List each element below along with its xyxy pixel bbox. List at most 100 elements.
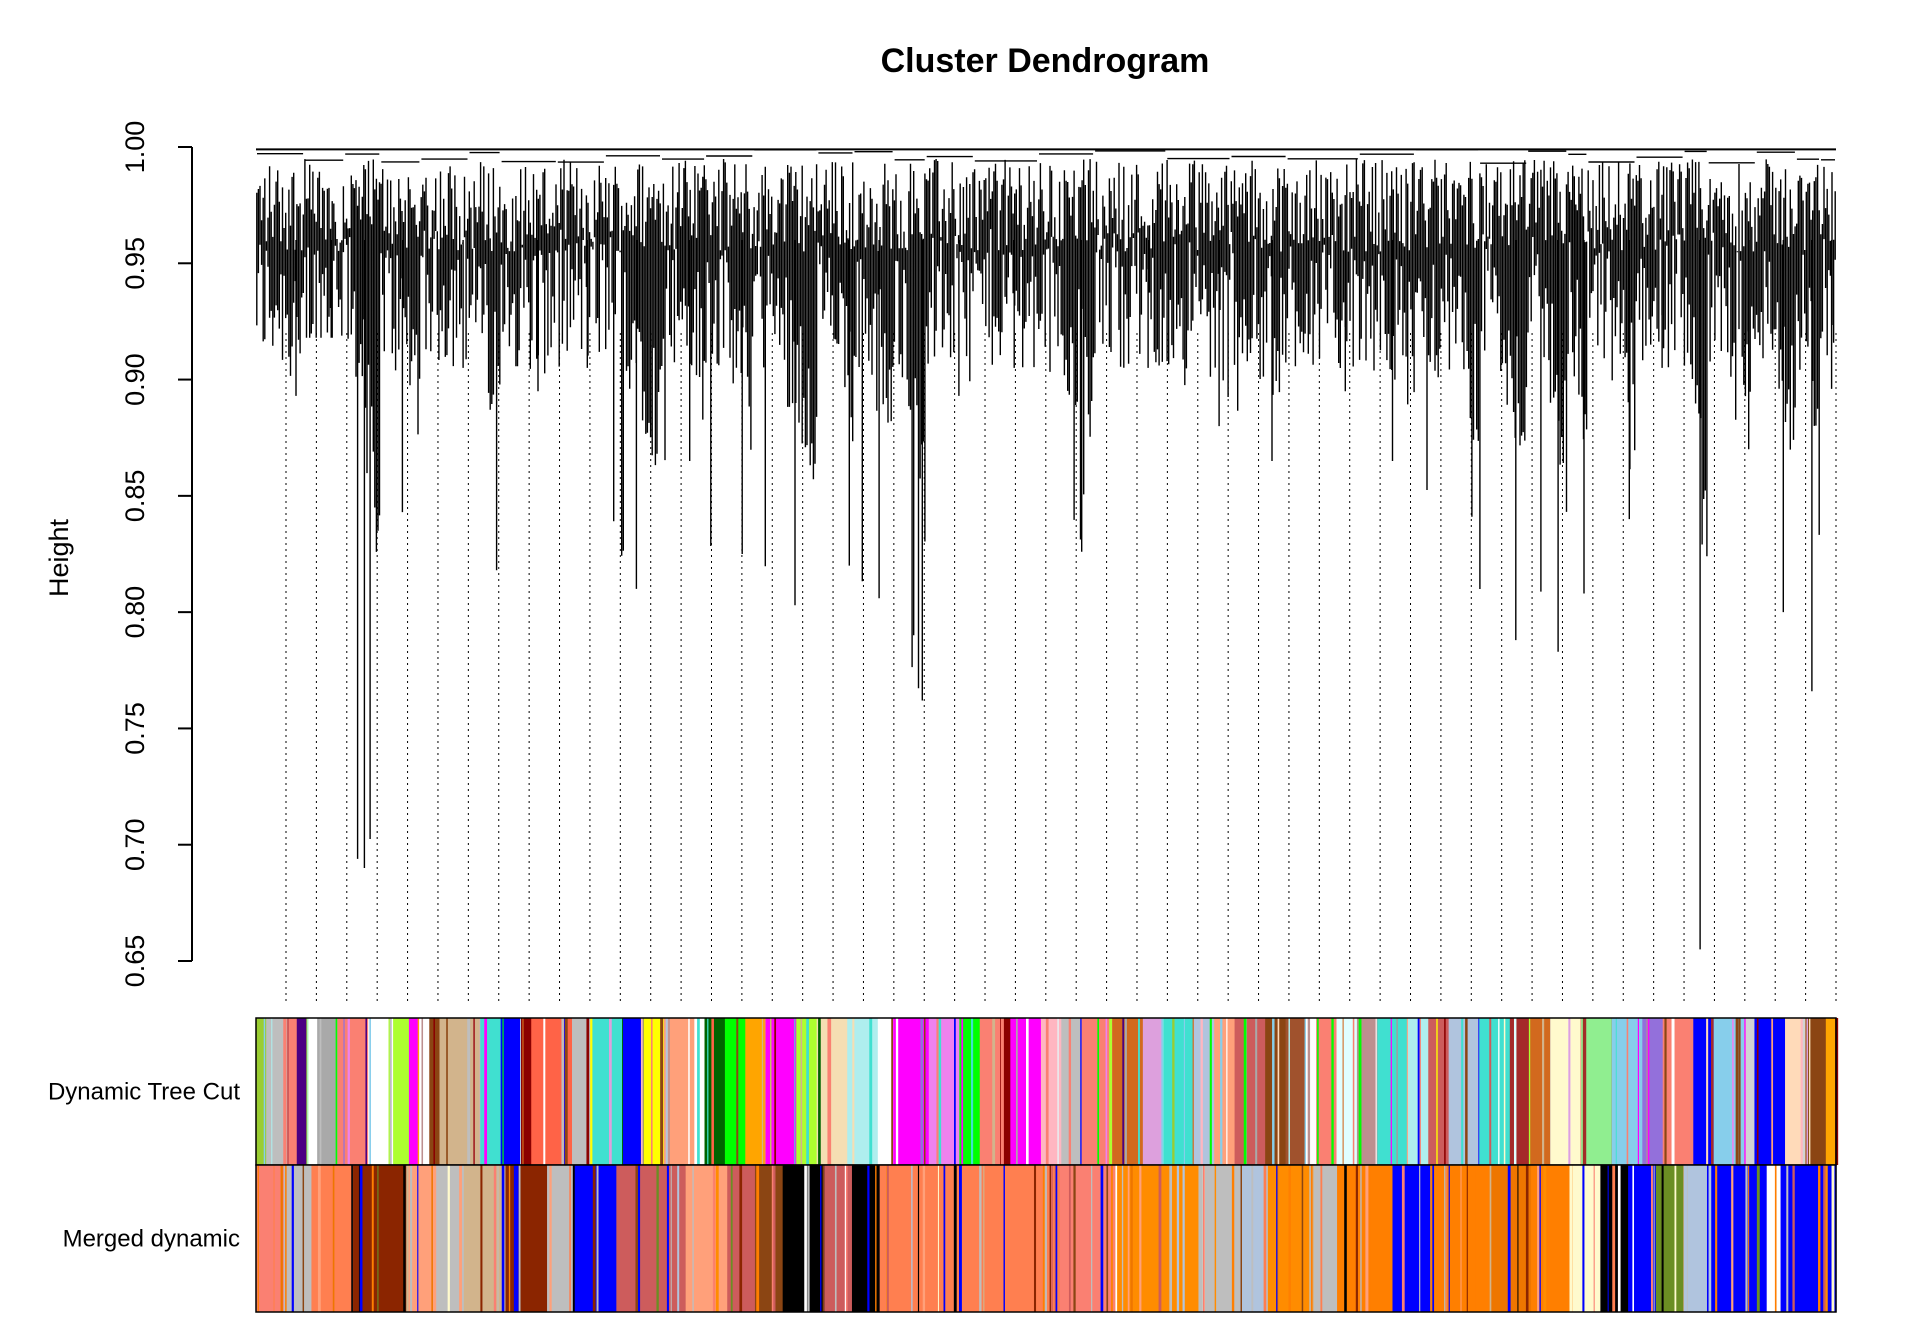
band-stripe <box>1307 1018 1311 1165</box>
band-segment <box>1305 1018 1317 1165</box>
band-segment <box>368 1018 390 1165</box>
band-stripe <box>834 1165 837 1312</box>
band-stripe <box>1033 1165 1037 1312</box>
band-stripe <box>641 1018 643 1165</box>
chart-title: Cluster Dendrogram <box>881 42 1210 80</box>
band-stripe <box>257 1165 259 1312</box>
band-stripe <box>1706 1018 1709 1165</box>
band-stripe <box>1263 1165 1267 1312</box>
band-stripe <box>1800 1018 1804 1165</box>
band-segment <box>1744 1018 1756 1165</box>
band-stripe <box>1792 1165 1795 1312</box>
band-stripe <box>1568 1018 1571 1165</box>
band-stripe <box>1209 1018 1212 1165</box>
band-stripe <box>772 1165 776 1312</box>
y-tick-label: 0.75 <box>120 702 150 755</box>
band-stripe <box>1176 1165 1180 1312</box>
band-segment <box>1356 1018 1378 1165</box>
band-stripe <box>473 1018 475 1165</box>
band-stripe <box>1766 1018 1769 1165</box>
band-stripe <box>998 1018 1000 1165</box>
band-stripe <box>1646 1018 1648 1165</box>
band-stripe <box>307 1018 309 1165</box>
band-stripe <box>707 1018 709 1165</box>
band-stripe <box>1465 1018 1468 1165</box>
y-tick-label: 0.85 <box>120 470 150 523</box>
band-stripe <box>954 1018 956 1165</box>
band-stripe <box>1200 1018 1203 1165</box>
dendrogram-branches <box>256 148 1836 950</box>
band-stripe <box>1525 1165 1529 1312</box>
band-stripe <box>1444 1165 1446 1312</box>
band-segment <box>1572 1165 1601 1312</box>
band-stripe <box>820 1165 822 1312</box>
y-tick-label: 0.65 <box>120 935 150 988</box>
band-segment <box>1581 1018 1613 1165</box>
band-stripe <box>1745 1165 1748 1312</box>
band-segment <box>1509 1018 1531 1165</box>
band-stripe <box>804 1165 807 1312</box>
band-stripe <box>1744 1018 1746 1165</box>
band-segment <box>616 1165 687 1312</box>
band-stripe <box>421 1018 424 1165</box>
band-stripe <box>822 1165 824 1312</box>
band-stripe <box>1444 1018 1446 1165</box>
band-stripe <box>1073 1165 1076 1312</box>
band-stripe <box>1808 1018 1811 1165</box>
band-stripe <box>343 1018 345 1165</box>
band-segment <box>1530 1018 1552 1165</box>
y-tick-label: 0.70 <box>120 818 150 871</box>
y-tick-label: 1.00 <box>120 121 150 174</box>
band-stripe <box>1169 1165 1173 1312</box>
band-stripe <box>1503 1018 1506 1165</box>
band-stripe <box>1192 1018 1195 1165</box>
band-segment <box>256 1165 285 1312</box>
band-stripe <box>417 1018 420 1165</box>
band-stripe <box>1202 1165 1205 1312</box>
band-stripe <box>1774 1165 1777 1312</box>
band-stripe <box>863 1165 866 1312</box>
band-label: Dynamic Tree Cut <box>48 1079 240 1106</box>
band-stripe <box>459 1165 462 1312</box>
band-stripe <box>958 1165 962 1312</box>
dendrogram-tree <box>256 148 1836 950</box>
band-stripe <box>1711 1018 1714 1165</box>
band-stripe <box>1806 1018 1808 1165</box>
band-stripe <box>1000 1018 1004 1165</box>
band-segment <box>1285 1018 1307 1165</box>
band-stripe <box>1276 1165 1279 1312</box>
band-stripe <box>561 1018 564 1165</box>
band-stripe <box>502 1018 504 1165</box>
band-stripe <box>1288 1018 1290 1165</box>
band-stripe <box>1825 1165 1828 1312</box>
band-stripe <box>1831 1165 1835 1312</box>
band-stripe <box>1288 1165 1291 1312</box>
band-stripe <box>1272 1018 1275 1165</box>
band-stripe <box>1130 1165 1133 1312</box>
band-stripe <box>515 1165 519 1312</box>
band-stripe <box>377 1165 379 1312</box>
y-tick-label: 0.80 <box>120 586 150 639</box>
band-segment <box>286 1018 298 1165</box>
band-segment <box>816 1018 848 1165</box>
band-segment <box>847 1018 879 1165</box>
band-segment <box>879 1165 1061 1312</box>
band-stripe <box>1671 1018 1675 1165</box>
band-stripe <box>979 1165 982 1312</box>
band-stripe <box>1582 1165 1585 1312</box>
band-stripe <box>271 1018 273 1165</box>
band-stripe <box>1115 1165 1118 1312</box>
band-stripe <box>1182 1165 1185 1312</box>
band-segment <box>1428 1018 1450 1165</box>
band-segment <box>283 1165 313 1312</box>
band-segment <box>408 1018 420 1165</box>
band-stripe <box>1489 1165 1492 1312</box>
band-stripe <box>1100 1165 1104 1312</box>
band-stripe <box>869 1018 873 1165</box>
band-label: Merged dynamic <box>63 1226 240 1253</box>
band-stripe <box>1756 1018 1759 1165</box>
band-segment <box>824 1165 853 1312</box>
band-stripe <box>666 1165 669 1312</box>
band-stripe <box>844 1165 848 1312</box>
